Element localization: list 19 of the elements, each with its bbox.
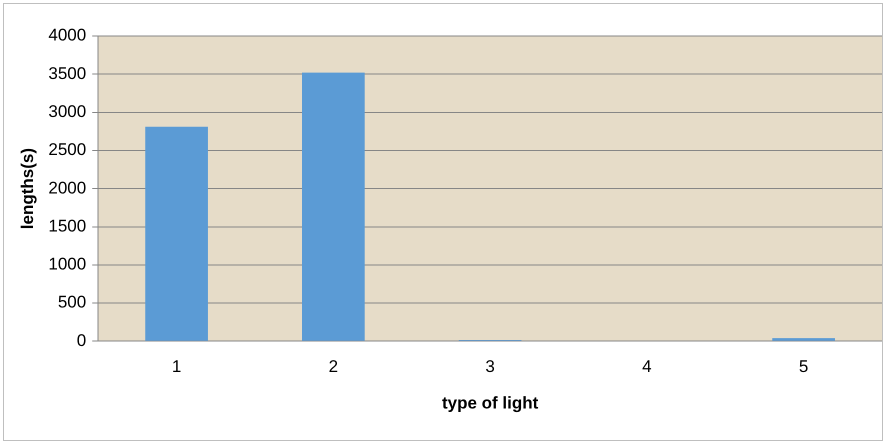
y-tick-label: 3500 xyxy=(48,64,86,83)
y-tick-label: 1500 xyxy=(48,216,86,236)
bar xyxy=(772,338,835,341)
bar xyxy=(302,72,365,341)
y-tick-label: 4000 xyxy=(48,26,86,45)
y-tick-label: 2500 xyxy=(48,140,86,160)
y-axis-title: lengths(s) xyxy=(18,148,37,230)
y-tick-label: 3000 xyxy=(48,102,86,121)
y-tick-label: 500 xyxy=(58,292,86,312)
y-tick-label: 2000 xyxy=(48,178,86,198)
x-axis-title: type of light xyxy=(442,393,539,412)
y-tick-label: 0 xyxy=(76,330,86,350)
x-tick-label: 4 xyxy=(642,357,652,376)
x-tick-label: 5 xyxy=(798,357,808,376)
bar xyxy=(145,126,208,341)
x-tick-label: 3 xyxy=(485,357,495,376)
x-tick-label: 1 xyxy=(172,357,182,376)
y-tick-label: 1000 xyxy=(48,254,86,274)
x-tick-label: 2 xyxy=(328,357,338,376)
